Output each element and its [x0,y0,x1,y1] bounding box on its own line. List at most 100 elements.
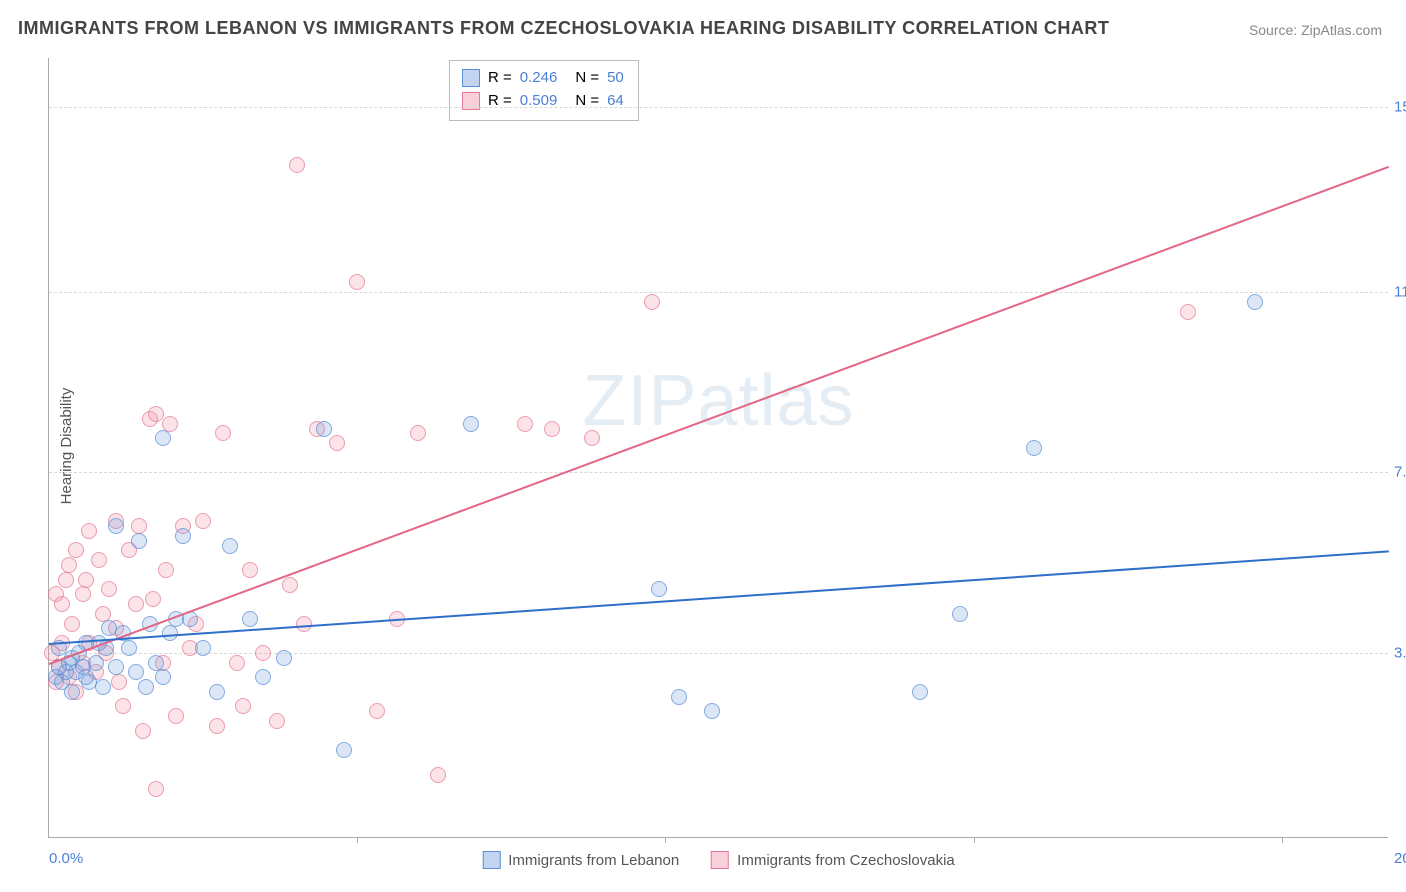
x-tick-mark [974,837,975,843]
scatter-point-czech [168,708,184,724]
stats-row-lebanon: R = 0.246 N = 50 [462,67,624,90]
scatter-point-czech [329,435,345,451]
scatter-point-czech [78,572,94,588]
x-tick-min: 0.0% [49,850,83,867]
scatter-point-lebanon [121,640,137,656]
scatter-point-lebanon [88,655,104,671]
x-tick-mark [1282,837,1283,843]
scatter-point-lebanon [78,669,94,685]
y-tick-label: 3.8% [1394,644,1406,661]
scatter-point-czech [58,572,74,588]
scatter-point-lebanon [336,742,352,758]
scatter-point-czech [81,523,97,539]
scatter-point-lebanon [195,640,211,656]
stats-n-value-czech: 64 [607,90,624,113]
scatter-point-czech [430,767,446,783]
scatter-point-czech [91,552,107,568]
scatter-point-czech [296,616,312,632]
legend-swatch-pink-icon [711,851,729,869]
scatter-point-czech [289,157,305,173]
stats-r-label: R = [488,90,512,113]
scatter-point-czech [54,596,70,612]
scatter-point-lebanon [1247,294,1263,310]
scatter-point-czech [1180,304,1196,320]
gridline-h [49,107,1388,108]
scatter-point-lebanon [255,669,271,685]
scatter-point-czech [255,645,271,661]
scatter-point-czech [215,425,231,441]
legend-swatch-blue-icon [482,851,500,869]
scatter-point-lebanon [671,689,687,705]
scatter-point-czech [95,606,111,622]
scatter-point-czech [135,723,151,739]
scatter-point-lebanon [242,611,258,627]
gridline-h [49,292,1388,293]
scatter-point-lebanon [64,684,80,700]
scatter-point-lebanon [651,581,667,597]
scatter-point-lebanon [108,518,124,534]
gridline-h [49,653,1388,654]
legend-label-czech: Immigrants from Czechoslovakia [737,852,955,869]
legend-item-czech: Immigrants from Czechoslovakia [711,851,955,869]
trendline-czech [49,165,1390,664]
scatter-point-czech [349,274,365,290]
y-tick-label: 15.0% [1394,98,1406,115]
scatter-point-czech [162,416,178,432]
y-tick-label: 11.2% [1394,284,1406,301]
scatter-point-czech [269,713,285,729]
scatter-point-lebanon [131,533,147,549]
stats-row-czech: R = 0.509 N = 64 [462,90,624,113]
stats-n-label: N = [575,90,599,113]
chart-title: IMMIGRANTS FROM LEBANON VS IMMIGRANTS FR… [18,18,1109,39]
scatter-point-czech [584,430,600,446]
scatter-point-lebanon [316,421,332,437]
correlation-stats-box: R = 0.246 N = 50 R = 0.509 N = 64 [449,60,639,121]
scatter-point-lebanon [148,655,164,671]
swatch-blue-icon [462,69,480,87]
plot-area: ZIPatlas R = 0.246 N = 50 R = 0.509 N = … [48,58,1388,838]
scatter-point-czech [644,294,660,310]
scatter-point-czech [369,703,385,719]
scatter-point-czech [145,591,161,607]
legend-item-lebanon: Immigrants from Lebanon [482,851,679,869]
stats-r-value-czech: 0.509 [520,90,558,113]
scatter-point-czech [111,674,127,690]
scatter-point-czech [68,542,84,558]
scatter-point-lebanon [128,664,144,680]
legend: Immigrants from Lebanon Immigrants from … [482,851,955,869]
scatter-point-lebanon [1026,440,1042,456]
x-tick-mark [357,837,358,843]
scatter-point-lebanon [209,684,225,700]
scatter-point-czech [209,718,225,734]
watermark: ZIPatlas [582,360,854,442]
scatter-point-lebanon [222,538,238,554]
source-attribution: Source: ZipAtlas.com [1249,22,1382,38]
stats-n-value-lebanon: 50 [607,67,624,90]
x-tick-mark [665,837,666,843]
scatter-point-czech [75,586,91,602]
scatter-point-lebanon [952,606,968,622]
scatter-point-czech [101,581,117,597]
legend-label-lebanon: Immigrants from Lebanon [508,852,679,869]
scatter-point-czech [61,557,77,573]
scatter-point-lebanon [704,703,720,719]
scatter-point-lebanon [463,416,479,432]
scatter-point-czech [235,698,251,714]
scatter-point-czech [410,425,426,441]
x-tick-max: 20.0% [1394,850,1406,867]
scatter-point-lebanon [912,684,928,700]
scatter-point-czech [544,421,560,437]
scatter-point-czech [195,513,211,529]
scatter-point-czech [148,781,164,797]
scatter-point-lebanon [108,659,124,675]
scatter-point-lebanon [175,528,191,544]
scatter-point-czech [517,416,533,432]
gridline-h [49,472,1388,473]
scatter-point-czech [128,596,144,612]
scatter-point-lebanon [138,679,154,695]
scatter-point-czech [131,518,147,534]
stats-n-label: N = [575,67,599,90]
stats-r-value-lebanon: 0.246 [520,67,558,90]
stats-r-label: R = [488,67,512,90]
scatter-point-czech [64,616,80,632]
